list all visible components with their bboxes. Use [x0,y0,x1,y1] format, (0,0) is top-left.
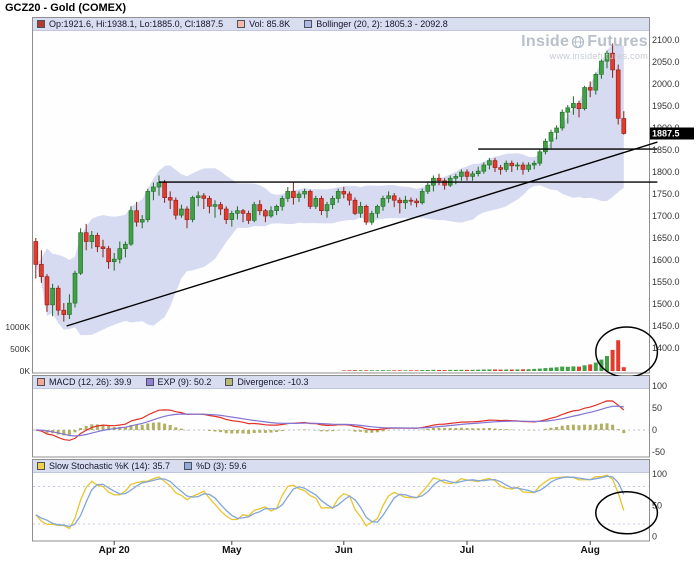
svg-text:2050.0: 2050.0 [652,57,680,67]
bollinger-legend-chip [304,20,313,28]
svg-text:-50: -50 [652,447,665,457]
ohlc-legend-text: Op:1921.6, Hi:1938.1, Lo:1885.0, Cl:1887… [49,19,224,29]
svg-text:1650.0: 1650.0 [652,233,680,243]
volume-legend-text: Vol: 85.8K [249,19,291,29]
price-axis-labels: 2100.02050.02000.01950.01900.01850.01800… [652,35,680,353]
svg-text:1550.0: 1550.0 [652,277,680,287]
annotation-ellipse-stoch [595,491,659,535]
svg-text:1450.0: 1450.0 [652,321,680,331]
svg-text:0: 0 [652,532,657,542]
macd-panel-frame [32,375,650,458]
stochastic-panel-legend: Slow Stochastic %K (14): 35.7 %D (3): 59… [33,460,649,473]
stoch-d-line [35,475,625,528]
svg-text:0K: 0K [20,366,31,376]
time-axis: Apr 20 May Jun Jul Aug [0,545,696,559]
legend-item-bollinger: Bollinger (20, 2): 1805.3 - 2092.8 [304,19,448,29]
svg-text:1800.0: 1800.0 [652,167,680,177]
legend-item-divergence: Divergence: -10.3 [225,377,308,387]
legend-item-stoch-d: %D (3): 59.6 [184,461,247,471]
svg-text:1950.0: 1950.0 [652,101,680,111]
svg-text:100: 100 [652,469,667,479]
trend-line [66,141,658,327]
svg-text:100: 100 [652,381,667,391]
volume-axis-labels: 1000K 500K 0K [5,322,30,376]
macd-signal-line [35,405,624,437]
x-axis-month-label: Aug [580,545,600,556]
x-axis-month-label: Apr 20 [98,545,130,556]
stoch-k-legend-text: Slow Stochastic %K (14): 35.7 [49,461,171,471]
stoch-k-line [35,474,625,530]
candlestick-layer [33,43,627,322]
stoch-d-legend-text: %D (3): 59.6 [196,461,247,471]
main-panel-legend: Op:1921.6, Hi:1938.1, Lo:1885.0, Cl:1887… [33,18,649,31]
stoch-d-legend-chip [184,462,193,470]
svg-text:1500.0: 1500.0 [652,299,680,309]
legend-item-stoch-k: Slow Stochastic %K (14): 35.7 [37,461,170,471]
svg-text:50: 50 [652,403,662,413]
month-tick-marks [113,541,591,545]
svg-text:2000.0: 2000.0 [652,79,680,89]
x-axis-month-label: May [222,545,242,556]
legend-item-macd: MACD (12, 26): 39.9 [37,377,132,387]
svg-text:500K: 500K [10,344,30,354]
svg-text:50: 50 [652,500,662,510]
legend-item-exp: EXP (9): 50.2 [145,377,212,387]
chart-title: GCZ20 - Gold (COMEX) [5,2,126,14]
svg-text:2100.0: 2100.0 [652,35,680,45]
legend-item-ohlc: Op:1921.6, Hi:1938.1, Lo:1885.0, Cl:1887… [37,19,223,29]
svg-text:1000K: 1000K [5,322,30,332]
macd-panel-legend: MACD (12, 26): 39.9 EXP (9): 50.2 Diverg… [33,376,649,389]
x-axis-month-label: Jul [459,545,475,556]
last-price-tag [650,127,694,140]
svg-text:1750.0: 1750.0 [652,189,680,199]
volume-bars-layer [341,340,626,371]
divergence-legend-text: Divergence: -10.3 [237,377,309,387]
svg-text:0: 0 [652,425,657,435]
macd-histogram-layer [39,422,626,436]
stoch-axis-labels: 100 50 0 [652,469,667,542]
x-axis-month-label: Jun [334,545,353,556]
divergence-legend-chip [225,378,234,386]
svg-text:1400.0: 1400.0 [652,343,680,353]
stoch-k-legend-chip [37,462,45,470]
ohlc-legend-chip [37,20,45,28]
exp-legend-text: EXP (9): 50.2 [157,377,212,387]
bollinger-band [35,44,624,336]
macd-axis-labels: 100 50 0 -50 [652,381,667,457]
bollinger-legend-text: Bollinger (20, 2): 1805.3 - 2092.8 [316,19,448,29]
svg-text:1600.0: 1600.0 [652,255,680,265]
svg-text:1850.0: 1850.0 [652,145,680,155]
last-price-tag-text: 1887.5 [652,129,680,139]
volume-legend-chip [237,20,246,28]
exp-legend-chip [145,378,154,386]
svg-text:1700.0: 1700.0 [652,211,680,221]
legend-item-volume: Vol: 85.8K [237,19,290,29]
macd-legend-text: MACD (12, 26): 39.9 [49,377,132,387]
macd-legend-chip [37,378,45,386]
stoch-panel-frame [32,459,650,542]
